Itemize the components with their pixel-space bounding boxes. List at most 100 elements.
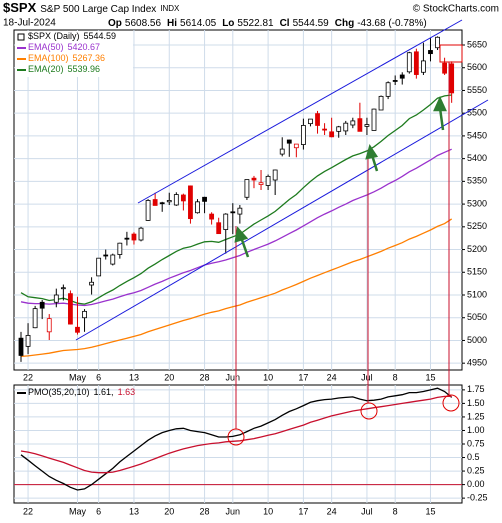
y-tick-label: 0.5 [467,452,480,462]
candle-body [166,200,172,203]
y-tick-label: 1.00 [467,425,485,435]
candle-body [300,125,306,145]
candle-body [308,118,313,125]
line-series [20,395,452,474]
legend-entry: $SPX (Daily) 5544.59 [28,31,116,41]
x-tick-label: 20 [164,372,174,382]
y-tick-label: 0.25 [467,465,485,475]
candle-body [46,318,52,333]
legend-entry: PMO(35,20,10) 1.61, 1.63 [28,387,135,397]
legend-entry: EMA(20) 5539.96 [28,64,100,74]
legend-box [15,31,133,77]
candle-body [357,118,363,132]
candle-body [343,122,349,132]
candle-body [413,51,419,75]
field-value: 5522.81 [237,18,274,29]
field-value: 5608.56 [125,18,162,29]
x-tick-label: Jul [361,372,373,382]
candle-body [329,131,335,138]
candle-body [315,113,320,126]
candle-body [188,185,193,220]
x-tick-label: May [69,372,87,382]
x-tick-label: Jun [226,372,241,382]
field-label: Cl [280,18,290,29]
y-tick-label: 5600 [467,62,487,72]
x-tick-label: 6 [96,506,101,516]
candle-body [399,74,405,79]
candle-body [18,337,24,356]
field-value: 5614.05 [180,18,217,29]
candle-body [350,120,356,126]
field-label: Hi [167,18,177,29]
symbol: $SPX [3,0,37,15]
y-tick-label: 5650 [467,39,487,49]
x-tick-label: 24 [327,506,337,516]
candle-body [39,301,45,309]
y-tick-label: 1.75 [467,384,485,394]
candle-body [89,281,94,286]
candle-body [279,148,285,155]
y-tick-label: 5200 [467,244,487,254]
x-tick-label: 10 [263,506,273,516]
x-tick-label: 22 [23,506,33,516]
field-label: Op [108,18,122,29]
candle-body [209,213,215,220]
candle-body [230,211,236,214]
candle-body [392,80,398,82]
arrow [438,107,445,131]
field-label: Lo [222,18,234,29]
candle-body [117,242,123,255]
x-tick-label: 17 [298,506,308,516]
line-series [20,387,453,491]
x-tick-label: 28 [200,372,210,382]
legend-name: EMA(50) [28,42,64,52]
candle-body [195,201,200,214]
candle-body [82,310,87,319]
legend-name: EMA(20) [28,64,64,74]
x-tick-label: 6 [96,372,101,382]
candle-body [152,199,158,206]
y-tick-label: 5100 [467,289,487,299]
y-tick-label: 5250 [467,221,487,231]
x-tick-label: 15 [425,372,435,382]
candle-body [138,227,144,241]
candle-body [406,52,412,73]
y-tick-label: -0.25 [467,493,488,503]
y-tick-label: 5050 [467,312,487,322]
x-tick-label: 24 [327,372,337,382]
y-tick-label: 5300 [467,198,487,208]
y-tick-label: 5450 [467,130,487,140]
legend-value: 5420.67 [68,42,101,52]
candle-body [421,60,426,73]
candle-body [371,108,377,131]
copyright: © StockCharts.com [413,4,499,15]
legend-value: 5539.96 [68,64,101,74]
y-tick-label: 5400 [467,153,487,163]
candle-body [53,294,59,303]
candle-body [378,95,384,111]
date: 18-Jul-2024 [3,18,56,29]
candle-body [180,194,186,202]
x-tick-label: 10 [263,372,273,382]
candle-body [442,62,448,74]
candle-body [202,196,207,202]
exchange: INDX [160,4,180,13]
candle-body [103,254,109,257]
x-tick-label: 20 [164,506,174,516]
arrow-head [234,226,249,243]
plot-layer: 4950 5000 5050 5100 5150 5200 5250 5300 5350 5400… [14,30,488,516]
channel-line [137,19,463,204]
x-tick-label: 17 [298,372,308,382]
x-tick-label: 28 [200,506,210,516]
candle-body [173,194,179,206]
legend-swatch [17,33,25,41]
candle-body [265,175,271,186]
highlight-box [439,44,463,63]
candle-body [75,326,80,333]
candle-body [68,293,73,325]
field-label: Chg [335,18,354,29]
y-tick-label: 5550 [467,85,487,95]
field-value: 5544.59 [293,18,330,29]
candle-body [251,177,257,181]
